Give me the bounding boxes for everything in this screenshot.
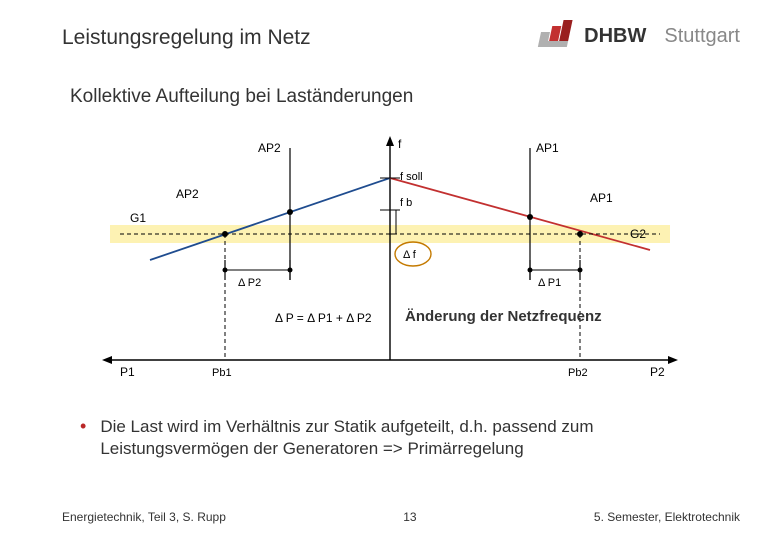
logo-text-sub: Stuttgart <box>664 25 740 48</box>
label-ap2-l: AP2 <box>176 187 199 201</box>
label-dp1: Δ P1 <box>538 277 561 289</box>
subtitle: Kollektive Aufteilung bei Laständerungen <box>70 86 413 108</box>
logo: DHBW Stuttgart <box>534 18 740 54</box>
page-title: Leistungsregelung im Netz <box>62 26 311 50</box>
label-ap2-u: AP2 <box>258 141 281 155</box>
footer-left: Energietechnik, Teil 3, S. Rupp <box>62 510 226 524</box>
footer-center: 13 <box>403 510 416 524</box>
label-ap1-l: AP1 <box>590 191 613 205</box>
label-g2: G2 <box>630 227 646 241</box>
slide: Leistungsregelung im Netz DHBW Stuttgart… <box>0 0 780 540</box>
diagram-caption: Änderung der Netzfrequenz <box>405 308 602 325</box>
logo-icon <box>534 18 574 54</box>
label-ap1-u: AP1 <box>536 141 559 155</box>
footer-right: 5. Semester, Elektrotechnik <box>594 510 740 524</box>
bullet: • Die Last wird im Verhältnis zur Statik… <box>80 416 740 460</box>
bullet-icon: • <box>80 416 86 436</box>
label-g1: G1 <box>130 211 146 225</box>
footer: Energietechnik, Teil 3, S. Rupp 13 5. Se… <box>62 510 740 524</box>
label-fb: f b <box>400 197 412 209</box>
label-dp2: Δ P2 <box>238 277 261 289</box>
label-pb1: Pb1 <box>212 367 232 379</box>
logo-text-main: DHBW <box>584 25 646 48</box>
label-f: f <box>398 137 402 151</box>
label-deltaf: Δ f <box>403 249 417 261</box>
label-pb2: Pb2 <box>568 367 588 379</box>
bullet-text: Die Last wird im Verhältnis zur Statik a… <box>100 416 740 460</box>
diagram: f f soll f b AP1 AP2 AP2 AP1 G1 G2 Δ f Δ… <box>90 130 690 380</box>
label-p1: P1 <box>120 365 135 379</box>
label-p2: P2 <box>650 365 665 379</box>
label-fsoll: f soll <box>400 171 423 183</box>
label-dp-eq: Δ P = Δ P1 + Δ P2 <box>275 311 372 325</box>
